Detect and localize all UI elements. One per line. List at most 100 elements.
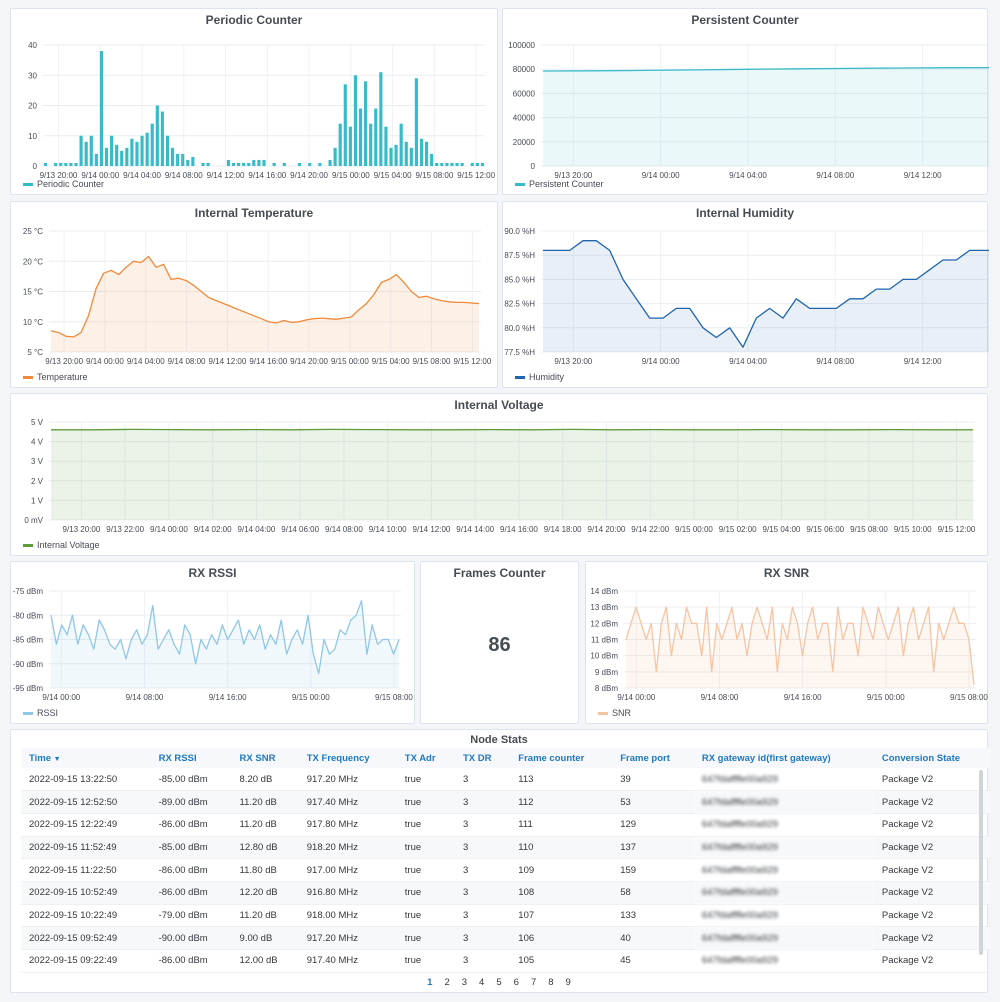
y-tick-label: 30 bbox=[28, 71, 37, 80]
table-cell: 45 bbox=[612, 949, 694, 973]
y-tick-label: -85 dBm bbox=[13, 636, 44, 645]
legend[interactable]: Internal Voltage bbox=[23, 540, 100, 550]
area-fill bbox=[626, 607, 974, 688]
x-tick-label: 9/14 08:00 bbox=[165, 171, 203, 180]
column-header-conversion-state[interactable]: Conversion State bbox=[873, 748, 991, 768]
table-cell: 647fdaffffe00a929 bbox=[693, 858, 874, 882]
x-tick-label: 9/14 12:00 bbox=[904, 171, 942, 180]
x-tick-label: 9/14 08:00 bbox=[168, 357, 206, 366]
table-cell: 3 bbox=[454, 926, 511, 950]
bar bbox=[181, 153, 185, 166]
x-tick-label: 9/14 00:00 bbox=[86, 357, 124, 366]
legend[interactable]: Temperature bbox=[23, 372, 88, 382]
x-tick-label: 9/13 20:00 bbox=[554, 171, 592, 180]
bar bbox=[247, 162, 251, 166]
snr-panel: RX SNR 8 dBm 9 dBm 10 dBm 11 dBm 12 dBm 13 dB… bbox=[585, 561, 988, 724]
y-tick-label: 0 mV bbox=[24, 516, 43, 525]
page-link[interactable]: 3 bbox=[461, 977, 468, 988]
column-header-rx-rssi[interactable]: RX RSSI bbox=[150, 748, 232, 768]
page-link[interactable]: 9 bbox=[565, 977, 571, 988]
x-tick-label: 9/14 04:00 bbox=[238, 525, 276, 534]
table-cell: 647fdaffffe00a929 bbox=[693, 904, 874, 928]
bar bbox=[176, 153, 180, 166]
table-cell: true bbox=[396, 949, 455, 973]
legend[interactable]: Humidity bbox=[515, 372, 564, 382]
table-cell: -85.00 dBm bbox=[150, 768, 232, 792]
column-header-gateway-id[interactable]: RX gateway id(first gateway) bbox=[693, 748, 874, 768]
legend-label: Persistent Counter bbox=[529, 179, 604, 189]
y-tick-label: 90.0 %H bbox=[504, 227, 535, 236]
table-cell: 2022-09-15 09:22:49 bbox=[21, 949, 151, 973]
bar bbox=[170, 147, 175, 166]
legend[interactable]: SNR bbox=[598, 708, 631, 718]
y-tick-label: -95 dBm bbox=[13, 684, 44, 693]
y-tick-label: 14 dBm bbox=[590, 587, 618, 596]
table-row: 2022-09-15 12:22:49 -86.00 dBm 11.20 dB 917… bbox=[21, 813, 991, 837]
bar bbox=[206, 162, 210, 166]
x-tick-label: 9/15 00:00 bbox=[867, 693, 905, 702]
series-line bbox=[50, 255, 480, 338]
legend[interactable]: Persistent Counter bbox=[515, 179, 604, 189]
bar bbox=[297, 162, 302, 166]
column-header-tx-frequency[interactable]: TX Frequency bbox=[298, 748, 397, 768]
table-cell: 40 bbox=[612, 926, 694, 950]
snr-chart[interactable]: 8 dBm 9 dBm 10 dBm 11 dBm 12 dBm 13 dBm 14 dBm… bbox=[586, 562, 989, 725]
legend[interactable]: RSSI bbox=[23, 708, 58, 718]
legend-swatch bbox=[23, 543, 33, 547]
persistent-counter-chart[interactable]: 0 20000 40000 60000 80000 100000 9/13 20:00 9/1… bbox=[503, 9, 989, 196]
bar bbox=[135, 141, 139, 166]
table-scrollbar[interactable] bbox=[979, 770, 983, 955]
page-link[interactable]: 8 bbox=[548, 977, 554, 988]
temperature-chart[interactable]: 5 °C10 °C15 °C20 °C25 °C9/13 20:00 9/14 0… bbox=[11, 202, 499, 389]
table-cell: 159 bbox=[612, 858, 694, 882]
x-tick-label: 9/14 00:00 bbox=[42, 693, 80, 702]
column-header-rx-snr[interactable]: RX SNR bbox=[231, 748, 299, 768]
page-link[interactable]: 2 bbox=[444, 977, 450, 988]
table-cell: 917.20 MHz bbox=[298, 768, 397, 792]
column-header-frame-counter[interactable]: Frame counter bbox=[510, 748, 613, 768]
page-link[interactable]: 7 bbox=[530, 977, 537, 988]
y-tick-label: 87.5 %H bbox=[504, 251, 535, 260]
table-cell: 107 bbox=[510, 904, 613, 928]
bar bbox=[165, 135, 170, 166]
table-row: 2022-09-15 11:22:50 -86.00 dBm 11.80 dB 917… bbox=[21, 858, 991, 882]
y-tick-label: 15 °C bbox=[23, 288, 43, 297]
x-tick-label: 9/14 04:00 bbox=[729, 357, 767, 366]
bar bbox=[430, 153, 434, 166]
y-tick-label: 9 dBm bbox=[595, 668, 618, 677]
bar bbox=[43, 162, 48, 166]
page-link[interactable]: 4 bbox=[479, 977, 485, 988]
table-row: 2022-09-15 11:52:49 -85.00 dBm 12.80 dB 918… bbox=[21, 836, 991, 860]
column-header-tx-dr[interactable]: TX DR bbox=[454, 748, 511, 768]
table-cell: 3 bbox=[454, 813, 511, 837]
column-header-frame-port[interactable]: Frame port bbox=[612, 748, 694, 768]
rssi-chart[interactable]: -95 dBm -90 dBm -85 dBm -80 dBm -75 dBm 9/14 … bbox=[11, 562, 416, 725]
x-tick-label: 9/15 04:00 bbox=[763, 525, 801, 534]
x-tick-label: 9/15 10:00 bbox=[894, 525, 932, 534]
table-row: 2022-09-15 13:22:50 -85.00 dBm 8.20 dB 917.… bbox=[21, 768, 991, 792]
column-header-time[interactable]: Time ▼ bbox=[21, 748, 151, 768]
x-tick-label: 9/14 12:00 bbox=[209, 357, 247, 366]
bar bbox=[79, 135, 83, 166]
page-link[interactable]: 1 bbox=[427, 977, 433, 988]
x-tick-label: 9/14 06:00 bbox=[281, 525, 319, 534]
periodic-counter-chart[interactable]: 0 10 20 30 40 9/13 20:00 9/14 00:00 9/14 04:00 9… bbox=[11, 9, 499, 196]
column-header-tx-adr[interactable]: TX Adr bbox=[396, 748, 455, 768]
humidity-chart[interactable]: 77.5 %H 80.0 %H 82.5 %H 85.0 %H 87.5 %H 90.0 … bbox=[503, 202, 989, 389]
y-tick-label: 20 °C bbox=[23, 257, 43, 266]
x-tick-label: 9/15 04:00 bbox=[372, 357, 410, 366]
voltage-chart[interactable]: 0 mV 1 V 2 V 3 V 4 V 5 V 9/13 20:00 9/13 22:00 9… bbox=[11, 394, 989, 557]
table-cell: 3 bbox=[454, 768, 511, 792]
legend[interactable]: Periodic Counter bbox=[23, 179, 104, 189]
bar bbox=[231, 162, 236, 166]
x-tick-label: 9/15 00:00 bbox=[675, 525, 713, 534]
panel-title: Internal Temperature bbox=[194, 206, 314, 220]
area-fill bbox=[51, 256, 479, 352]
table-row: 2022-09-15 10:52:49 -86.00 dBm 12.20 dB 916… bbox=[21, 881, 991, 905]
frames-counter-panel: Frames Counter 86 bbox=[420, 561, 579, 724]
page-link[interactable]: 5 bbox=[496, 977, 502, 988]
bar bbox=[455, 162, 459, 166]
y-tick-label: 77.5 %H bbox=[504, 348, 535, 357]
x-tick-label: 9/14 14:00 bbox=[456, 525, 494, 534]
page-link[interactable]: 6 bbox=[513, 977, 519, 988]
